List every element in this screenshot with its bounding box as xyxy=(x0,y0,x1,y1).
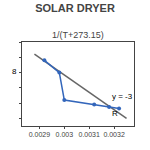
svg-text:SOLAR DRYER: SOLAR DRYER xyxy=(35,2,115,14)
svg-text:0.0032: 0.0032 xyxy=(103,131,125,138)
svg-text:0.0029: 0.0029 xyxy=(29,131,51,138)
svg-text:1/(T+273.15): 1/(T+273.15) xyxy=(52,30,104,40)
svg-text:0.0031: 0.0031 xyxy=(78,131,100,138)
svg-text:y = -3: y = -3 xyxy=(112,92,133,101)
svg-text:8: 8 xyxy=(12,67,17,76)
svg-text:0.003: 0.003 xyxy=(56,131,74,138)
svg-text:R: R xyxy=(112,109,118,118)
